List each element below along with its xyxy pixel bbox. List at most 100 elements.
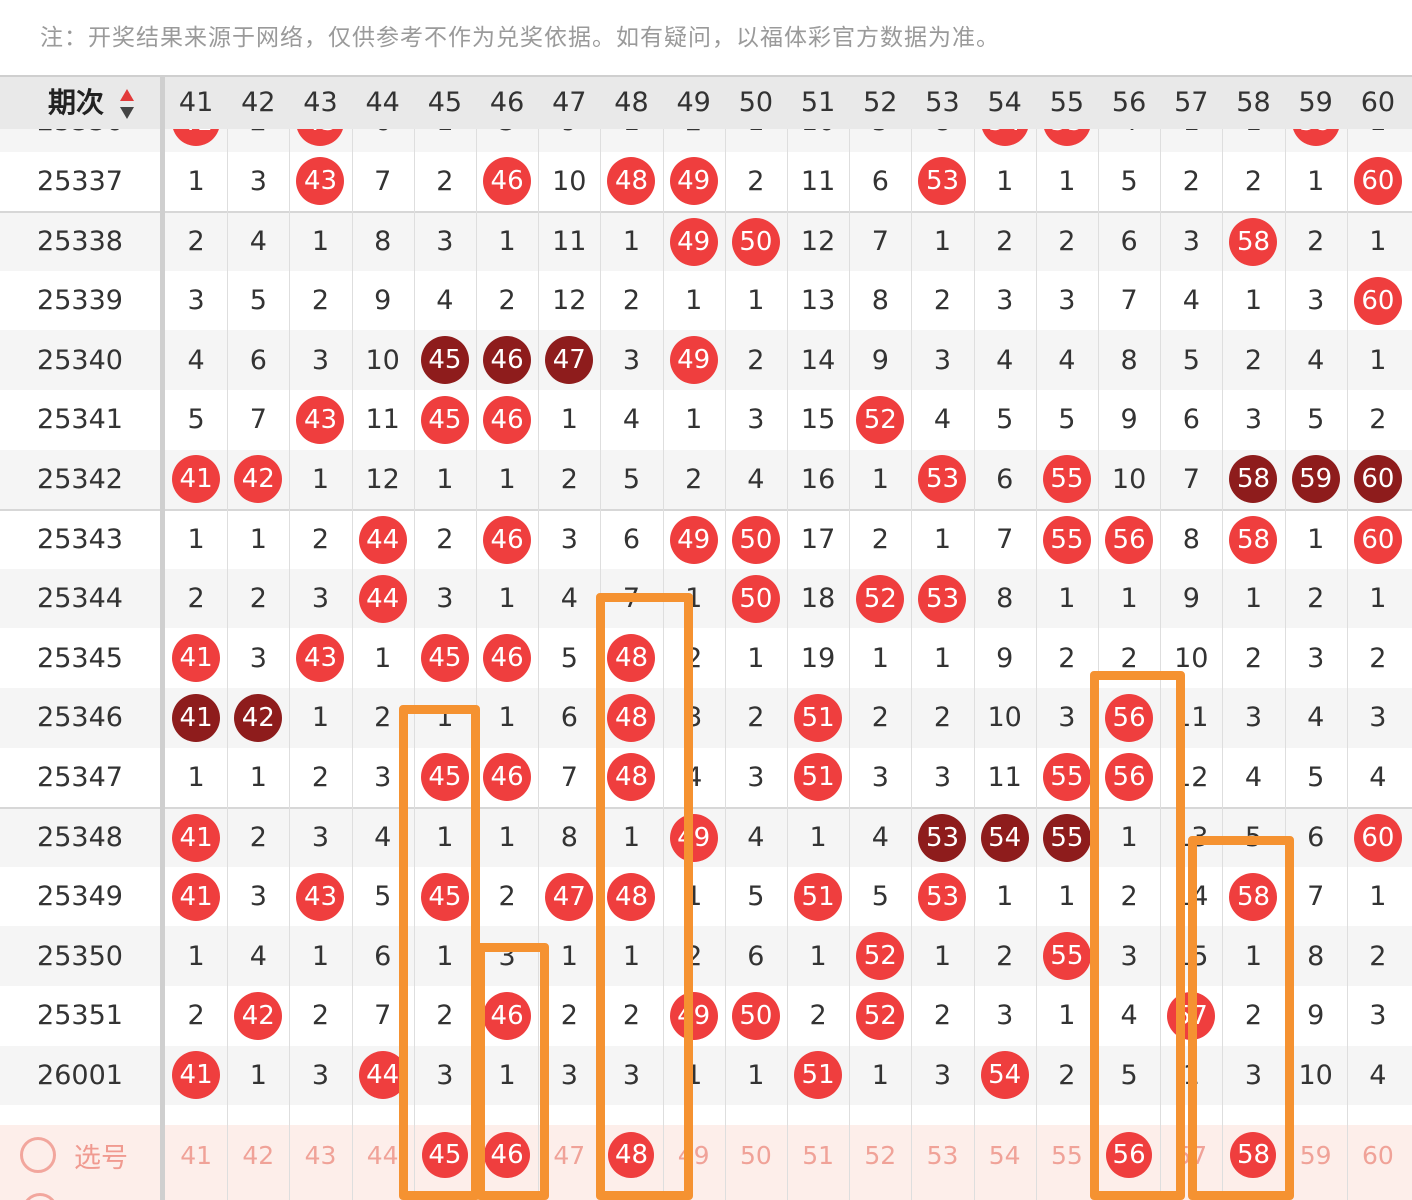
pick-option-42[interactable]: 42 <box>242 1140 275 1170</box>
omission-cell: 18 <box>800 583 836 615</box>
omission-cell: 2 <box>1307 226 1325 258</box>
hit-cell: 60 <box>1347 809 1409 867</box>
omission-cell: 10 <box>552 165 587 197</box>
number-ball: 50 <box>731 991 780 1040</box>
omission-cell: 2 <box>1120 881 1138 913</box>
pick-option-60[interactable]: 60 <box>1361 1140 1394 1170</box>
selected-ball[interactable]: 45 <box>421 1132 468 1178</box>
omission-cell: 3 <box>436 226 454 258</box>
number-ball: 43 <box>296 872 345 921</box>
pick-label[interactable]: 选号 <box>20 1125 128 1185</box>
number-ball: 49 <box>669 813 718 862</box>
omission-cell: 4 <box>622 404 641 436</box>
hit-cell: 42 <box>227 986 289 1046</box>
pick-option-49[interactable]: 49 <box>677 1140 710 1170</box>
pick-radio-icon[interactable] <box>20 1137 56 1173</box>
pick-selected-56[interactable]: 56 <box>1098 1125 1160 1185</box>
column-divider <box>973 75 975 1200</box>
pick-option-54[interactable]: 54 <box>988 1140 1021 1170</box>
omission-cell: 4 <box>1307 344 1325 376</box>
omission-cell: 19 <box>800 642 836 674</box>
hit-cell: 49 <box>663 330 725 390</box>
omission-cell: 1 <box>871 1059 889 1091</box>
omission-cell: 2 <box>374 702 392 734</box>
pick-option-52[interactable]: 52 <box>864 1140 897 1170</box>
omission-cell: 7 <box>1307 881 1325 913</box>
column-header-53: 53 <box>925 87 960 118</box>
pick-option-44[interactable]: 44 <box>366 1140 399 1170</box>
pick-option-55[interactable]: 55 <box>1050 1140 1083 1170</box>
number-ball: 60 <box>1353 157 1402 206</box>
omission-cell: 3 <box>1369 702 1387 734</box>
omission-cell: 2 <box>1244 1000 1263 1032</box>
pick-option-51[interactable]: 51 <box>802 1140 834 1170</box>
selected-ball[interactable]: 56 <box>1106 1132 1153 1178</box>
pick-selected-46[interactable]: 46 <box>476 1125 538 1185</box>
omission-cell: 5 <box>374 881 392 913</box>
omission-cell: 2 <box>933 1000 952 1032</box>
sort-icon[interactable] <box>118 87 136 121</box>
omission-cell: 2 <box>187 1000 205 1032</box>
omission-cell: 3 <box>560 524 578 556</box>
number-ball: 53 <box>918 574 967 623</box>
pick-selected-58[interactable]: 58 <box>1222 1125 1284 1185</box>
pick-option-50[interactable]: 50 <box>739 1140 772 1170</box>
number-ball: 45 <box>420 634 469 683</box>
number-ball: 58 <box>1229 872 1278 921</box>
omission-cell: 17 <box>800 524 836 556</box>
omission-cell: 1 <box>685 404 703 436</box>
omission-cell: 3 <box>1307 285 1325 317</box>
omission-cell: 4 <box>1182 285 1200 317</box>
pick-option-43[interactable]: 43 <box>304 1140 337 1170</box>
hit-cell: 52 <box>849 986 911 1046</box>
column-divider <box>351 75 353 1200</box>
hit-cell: 41 <box>165 628 227 688</box>
issue-number: 25338 <box>37 226 123 258</box>
number-ball: 41 <box>172 634 221 683</box>
selected-ball[interactable]: 48 <box>608 1132 655 1178</box>
pick-selected-45[interactable]: 45 <box>414 1125 476 1185</box>
pick-selected-48[interactable]: 48 <box>600 1125 662 1185</box>
issue-number: 25339 <box>37 285 123 317</box>
omission-cell: 1 <box>374 642 392 674</box>
number-ball: 42 <box>234 991 283 1040</box>
omission-cell: 1 <box>1307 524 1325 556</box>
omission-cell: 3 <box>311 822 330 854</box>
disclaimer-notice: 注：开奖结果来源于网络，仅供参考不作为兑奖依据。如有疑问，以福体彩官方数据为准。 <box>40 25 1000 51</box>
omission-cell: 1 <box>933 642 952 674</box>
omission-cell: 1 <box>436 822 454 854</box>
selected-ball[interactable]: 58 <box>1230 1132 1277 1178</box>
column-header-49: 49 <box>676 87 711 118</box>
issue-column-header[interactable]: 期次 <box>0 77 160 131</box>
number-ball: 43 <box>296 395 345 444</box>
column-divider <box>849 75 851 1200</box>
pick-option-41[interactable]: 41 <box>180 1140 212 1170</box>
number-ball: 51 <box>794 753 843 802</box>
pick-option-47[interactable]: 47 <box>553 1140 586 1170</box>
omission-cell: 1 <box>560 940 578 972</box>
omission-cell: 1 <box>1058 165 1076 197</box>
omission-cell: 1 <box>1244 940 1263 972</box>
number-ball: 46 <box>483 515 532 564</box>
table-row: 26001 41 1 3 44 3 1 3 3 1 1 51 1 3 54 2 5 1 3 10 4 <box>0 1045 1412 1106</box>
omission-cell: 2 <box>1369 642 1387 674</box>
omission-cell: 1 <box>747 642 765 674</box>
omission-cell: 2 <box>436 524 454 556</box>
omission-cell: 2 <box>1058 226 1076 258</box>
column-divider <box>662 75 664 1200</box>
pick-option-53[interactable]: 53 <box>926 1140 959 1170</box>
omission-cell: 2 <box>871 524 889 556</box>
omission-cell: 5 <box>747 881 765 913</box>
table-row: 25345 41 3 43 1 45 46 5 48 2 1 19 1 1 9 2 2 10 2 3 2 <box>0 628 1412 688</box>
omission-cell: 6 <box>1182 404 1200 436</box>
omission-cell: 7 <box>871 226 889 258</box>
selected-ball[interactable]: 46 <box>484 1132 531 1178</box>
pick-option-59[interactable]: 59 <box>1299 1140 1332 1170</box>
omission-cell: 5 <box>622 463 641 495</box>
hit-cell: 50 <box>725 986 787 1046</box>
issue-number: 25341 <box>37 404 123 436</box>
omission-cell: 3 <box>436 583 454 615</box>
number-ball: 41 <box>172 1051 221 1100</box>
hit-cell: 55 <box>1036 748 1098 808</box>
omission-cell: 5 <box>1120 165 1138 197</box>
